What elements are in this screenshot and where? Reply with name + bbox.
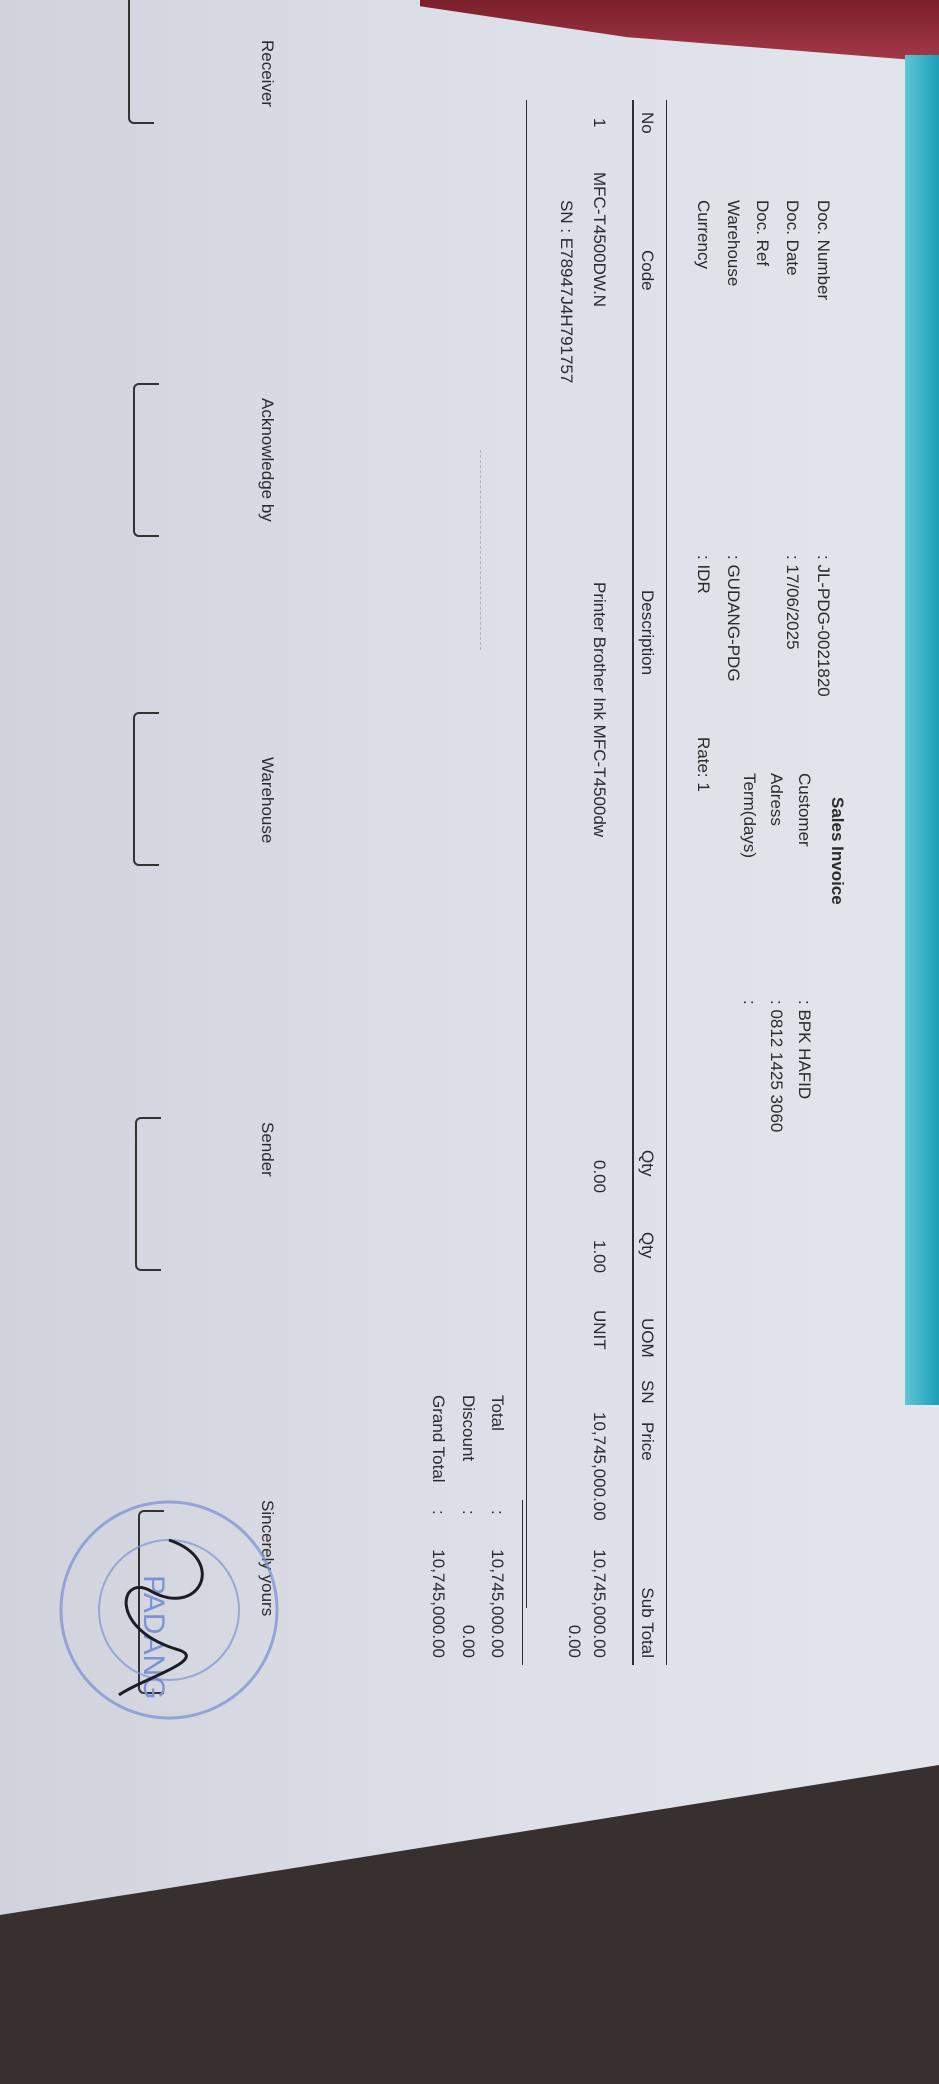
header-no: No <box>638 112 657 134</box>
total-colon: : <box>488 1510 507 1515</box>
discount-label: Discount <box>459 1395 478 1462</box>
rate-value: Rate: 1 <box>694 737 713 792</box>
sender-label: Sender <box>258 1122 277 1177</box>
row-qty-2: 1.00 <box>590 1240 609 1274</box>
address-label: Adress <box>767 773 786 826</box>
row-subtotal: 10,745,000.00 <box>590 1549 609 1658</box>
row-uom: UNIT <box>590 1310 609 1350</box>
warehouse-value: : GUDANG-PDG <box>724 555 743 682</box>
warehouse-signature-box <box>133 712 159 866</box>
row-serial-number: SN : E78947J4H791757 <box>557 200 576 384</box>
acknowledge-label: Acknowledge by <box>258 398 277 522</box>
header-sn: SN <box>638 1380 657 1404</box>
grand-total-value: 10,745,000.00 <box>429 1549 448 1658</box>
handwritten-signature <box>118 1538 204 1697</box>
row-code: MFC-T4500DW.N <box>590 172 609 308</box>
term-label: Term(days) <box>740 773 759 859</box>
currency-value: : IDR <box>694 555 713 594</box>
grand-total-colon: : <box>429 1510 448 1515</box>
currency-label: Currency <box>694 200 713 269</box>
customer-value: : BPK HAFID <box>795 1000 814 1100</box>
totals-rule <box>522 1500 523 1665</box>
term-value: : <box>740 1000 759 1005</box>
doc-date-value: : 17/06/2025 <box>783 555 802 650</box>
stamp-outer-ring <box>59 1500 279 1720</box>
grand-total-label: Grand Total <box>429 1395 448 1483</box>
warehouse-label: Warehouse <box>724 200 743 287</box>
receiver-label: Receiver <box>258 40 277 108</box>
header-qty-1: Qty <box>638 1150 657 1177</box>
customer-label: Customer <box>795 773 814 847</box>
discount-value: 0.00 <box>459 1624 478 1658</box>
invoice-title: Sales Invoice <box>828 797 847 905</box>
discount-colon: : <box>459 1510 478 1515</box>
doc-ref-label: Doc. Ref <box>753 200 772 267</box>
table-top-rule <box>666 100 667 1665</box>
doc-number-label: Doc. Number <box>814 200 833 301</box>
header-uom: UOM <box>638 1318 657 1358</box>
header-qty-2: Qty <box>638 1232 657 1259</box>
header-code: Code <box>638 250 657 291</box>
doc-date-label: Doc. Date <box>783 200 802 276</box>
row-no: 1 <box>590 118 609 128</box>
faint-dotted-line <box>480 450 481 650</box>
receiver-signature-box <box>128 0 154 124</box>
row-price: 10,745,000.00 <box>590 1412 609 1521</box>
header-description: Description <box>638 590 657 676</box>
header-rule <box>632 100 634 1665</box>
warehouse-sign-label: Warehouse <box>258 757 277 844</box>
header-price: Price <box>638 1422 657 1461</box>
total-label: Total <box>488 1395 507 1431</box>
acknowledge-signature-box <box>133 383 159 537</box>
sender-signature-box <box>135 1117 161 1271</box>
address-value: : 0812 1425 3060 <box>767 1000 786 1133</box>
row-subtotal-2: 0.00 <box>565 1624 584 1658</box>
doc-number-value: : JL-PDG-0021820 <box>814 555 833 697</box>
row-qty-1: 0.00 <box>590 1160 609 1194</box>
row-description: Printer Brother Ink MFC-T4500dw <box>590 582 609 838</box>
company-stamp: PADANG <box>59 1500 279 1720</box>
teal-folder-edge <box>905 55 939 1405</box>
table-bottom-rule <box>526 100 527 1608</box>
total-value: 10,745,000.00 <box>488 1549 507 1658</box>
header-sub-total: Sub Total <box>638 1587 657 1658</box>
